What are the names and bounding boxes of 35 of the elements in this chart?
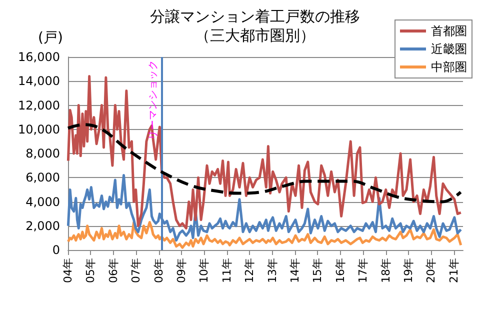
x-tick-label: 13年	[266, 258, 279, 283]
x-tick-label: 18年	[379, 258, 392, 283]
x-tick-label: 21年	[447, 258, 460, 283]
chart-subtitle: （三大都市圏別）	[195, 26, 315, 44]
x-tick-label: 14年	[288, 258, 302, 283]
x-tick-label: 16年	[334, 258, 347, 283]
x-tick-label: 20年	[424, 258, 438, 283]
legend-label: 近畿圏	[431, 42, 467, 56]
x-tick-label: 09年	[175, 258, 188, 283]
x-tick-label: 04年	[62, 258, 74, 283]
y-tick-label: 6,000	[26, 170, 60, 185]
y-tick-label: 4,000	[26, 194, 60, 209]
x-tick-label: 17年	[356, 258, 370, 283]
x-tick-label: 11年	[220, 258, 234, 283]
ref-line-label: リーマンショック	[148, 60, 160, 140]
y-tick-label: 0	[52, 243, 60, 257]
y-tick-label: 12,000	[18, 98, 60, 112]
x-tick-label: 06年	[106, 258, 120, 283]
y-tick-label: 16,000	[18, 50, 60, 64]
x-tick-label: 19年	[402, 258, 416, 283]
x-tick-label: 15年	[311, 258, 324, 283]
legend-label: 中部圏	[431, 60, 467, 74]
y-tick-label: 8,000	[26, 146, 60, 160]
y-axis-title: (戸)	[38, 30, 63, 46]
y-tick-label: 2,000	[26, 218, 60, 233]
legend-label: 首都圏	[431, 24, 467, 38]
x-tick-label: 10年	[198, 258, 211, 283]
chart-title: 分譲マンション着工戸数の推移	[150, 8, 360, 26]
x-tick-label: 12年	[243, 258, 256, 283]
x-tick-label: 07年	[130, 258, 143, 283]
line-series	[66, 123, 462, 204]
y-tick-label: 10,000	[18, 122, 60, 136]
x-tick-label: 05年	[84, 258, 98, 283]
x-tick-label: 08年	[152, 258, 166, 283]
y-tick-label: 14,000	[18, 74, 60, 88]
